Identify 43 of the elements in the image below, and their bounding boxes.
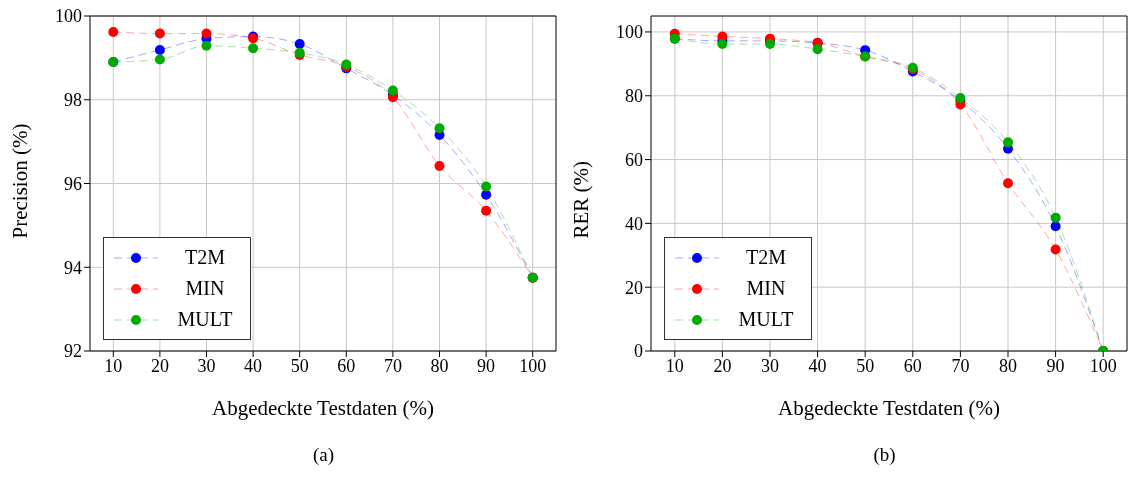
x-tick-label: 70 [383,355,402,376]
x-tick-label: 100 [1089,355,1117,376]
y-tick-label: 80 [625,86,643,107]
text: (b) [872,444,897,466]
y-tick-label: 92 [64,341,82,362]
x-tick-label: 50 [856,355,875,376]
x-tick-label: 70 [951,355,970,376]
legend-label: MIN [745,276,787,301]
y-tick-label: 60 [625,149,643,170]
y-tick-label: 98 [64,90,82,111]
y-tick-label: 100 [616,22,643,43]
x-tick-label: 40 [244,355,263,376]
legend-label: T2M [745,245,787,270]
x-tick-label: 90 [1046,355,1065,376]
y-tick-label: 100 [55,6,82,27]
x-tick-label: 90 [477,355,496,376]
x-tick-label: 10 [665,355,684,376]
x-tick-label: 80 [999,355,1017,376]
y-axis-title: RER (%) [569,160,594,239]
y-tick-label: 20 [625,277,643,298]
x-tick-label: 20 [713,355,732,376]
x-tick-label: 30 [197,355,216,376]
x-axis-title: Abgedeckte Testdaten (%) [211,396,435,420]
legend-label: MULT [176,307,234,332]
y-tick-label: 40 [625,213,643,234]
y-tick-label: 96 [64,173,82,194]
x-axis-title: Abgedeckte Testdaten (%) [777,396,1001,420]
x-tick-label: 100 [519,355,547,376]
x-tick-label: 40 [808,355,827,376]
x-tick-label: 10 [104,355,123,376]
text: (a) [311,444,336,466]
legend-label: MULT [737,307,795,332]
legend-label: T2M [184,245,226,270]
y-axis-title: Precision (%) [8,123,33,239]
x-tick-label: 50 [290,355,309,376]
x-tick-label: 80 [430,355,449,376]
x-tick-label: 20 [150,355,169,376]
x-tick-label: 60 [903,355,922,376]
legend-label: MIN [184,276,226,301]
x-tick-label: 30 [761,355,779,376]
y-tick-label: 94 [64,257,82,278]
y-tick-label: 0 [634,341,643,362]
x-tick-label: 60 [337,355,356,376]
